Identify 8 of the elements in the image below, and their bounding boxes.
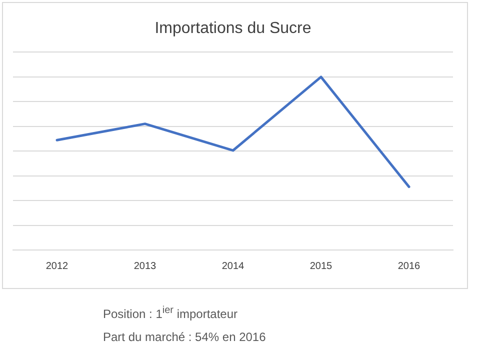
text: Part du marché : 54% en 2016 <box>103 329 266 346</box>
x-tick-label: 2012 <box>46 260 69 272</box>
x-tick-label: 2013 <box>134 260 157 272</box>
x-tick-label: 2015 <box>310 260 333 272</box>
text: Position : 1$^{ier}$ importateur <box>103 304 239 323</box>
chart-title: Importations du Sucre <box>154 20 312 38</box>
x-tick-label: 2014 <box>222 260 245 272</box>
x-tick-label: 2016 <box>398 260 421 272</box>
